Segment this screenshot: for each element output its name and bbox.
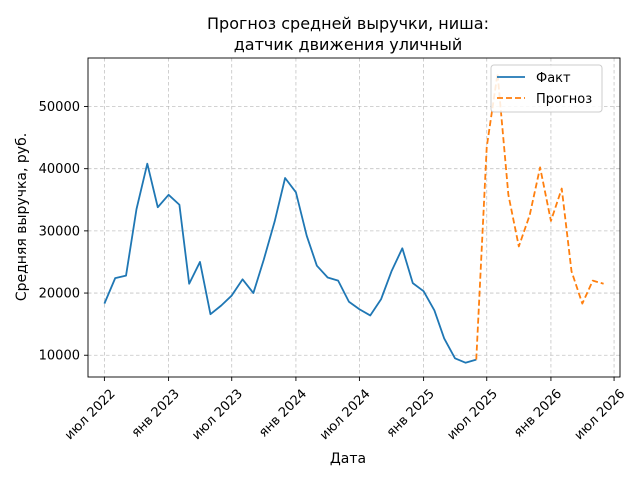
grid (88, 58, 620, 377)
x-axis-label: Дата (330, 451, 366, 467)
legend: Факт Прогноз (490, 64, 603, 113)
chart-title-line-1: Прогноз средней выручки, ниша: (207, 14, 489, 33)
y-tick-label: 50000 (39, 100, 80, 115)
legend-label-forecast: Прогноз (536, 92, 592, 107)
y-tick-label: 40000 (39, 162, 80, 177)
y-tick-label: 20000 (39, 287, 80, 302)
legend-label-fact: Факт (536, 71, 571, 86)
y-axis-ticks: 10000 20000 30000 40000 50000 (39, 100, 88, 364)
series-line-forecast (475, 72, 604, 360)
plot-frame (87, 57, 621, 378)
y-tick-label: 10000 (39, 349, 80, 364)
y-axis-label: Средняя выручка, руб. (14, 133, 30, 301)
series-forecast (475, 72, 604, 360)
series-group (103, 72, 604, 364)
chart-title-line-2: датчик движения уличный (234, 35, 463, 54)
series-fact (103, 162, 477, 364)
series-line-fact (103, 162, 477, 364)
y-tick-label: 30000 (39, 224, 80, 239)
